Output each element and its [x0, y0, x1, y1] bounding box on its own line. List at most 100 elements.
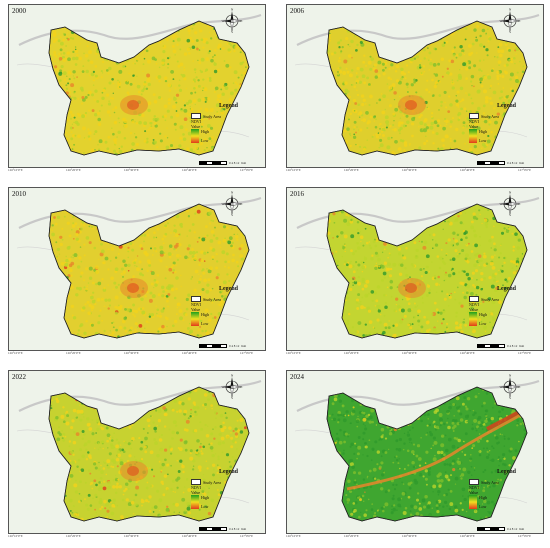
ndvi-pixel	[74, 63, 78, 66]
ndvi-pixel	[467, 470, 471, 475]
ndvi-pixel	[379, 313, 382, 316]
ndvi-pixel	[115, 457, 120, 462]
ndvi-pixel	[459, 328, 462, 331]
ndvi-pixel	[346, 127, 350, 131]
ndvi-pixel	[84, 442, 88, 446]
ndvi-pixel	[98, 139, 103, 144]
ndvi-pixel	[229, 91, 234, 96]
longitude-tick: 126°30'0"E	[402, 351, 417, 355]
ndvi-pixel	[216, 68, 220, 72]
ndvi-pixel	[387, 136, 391, 141]
ndvi-pixel	[153, 426, 157, 431]
ndvi-pixel	[247, 446, 249, 448]
ndvi-pixel	[331, 318, 334, 321]
ndvi-pixel	[523, 225, 526, 229]
ndvi-pixel	[204, 504, 208, 509]
ndvi-pixel	[135, 228, 138, 231]
ndvi-pixel	[501, 264, 504, 267]
ndvi-pixel	[135, 222, 139, 226]
ndvi-pixel	[352, 135, 357, 139]
ndvi-pixel	[202, 445, 206, 449]
ndvi-pixel	[424, 152, 427, 155]
ndvi-pixel	[178, 339, 181, 342]
ndvi-pixel	[417, 335, 421, 338]
ndvi-pixel	[397, 44, 401, 48]
ndvi-pixel	[213, 54, 216, 57]
north-arrow-icon: N S E W	[222, 8, 243, 34]
ndvi-pixel	[211, 255, 215, 259]
ndvi-pixel	[439, 478, 444, 483]
ndvi-pixel	[108, 66, 112, 71]
ndvi-pixel	[162, 50, 166, 54]
ndvi-pixel	[362, 98, 366, 102]
ndvi-pixel	[55, 94, 58, 96]
ndvi-pixel	[162, 45, 165, 47]
ndvi-pixel	[93, 479, 97, 483]
ndvi-pixel	[222, 421, 225, 425]
ndvi-pixel	[208, 318, 212, 322]
ndvi-pixel	[403, 230, 407, 234]
ndvi-pixel	[175, 93, 180, 97]
ndvi-pixel	[388, 21, 392, 23]
ndvi-pixel	[413, 23, 417, 26]
ndvi-pixel	[247, 259, 249, 263]
ndvi-pixel	[343, 24, 346, 27]
ndvi-pixel	[487, 142, 489, 145]
ndvi-pixel	[240, 408, 242, 410]
ndvi-pixel	[165, 507, 170, 512]
ndvi-pixel	[363, 442, 366, 445]
ndvi-pixel	[378, 53, 380, 55]
ndvi-pixel	[126, 308, 131, 312]
ndvi-pixel	[350, 218, 353, 222]
ndvi-pixel	[99, 446, 102, 449]
ndvi-pixel	[153, 475, 155, 478]
ndvi-pixel	[491, 300, 496, 305]
ndvi-pixel	[446, 67, 449, 70]
ndvi-pixel	[58, 57, 63, 61]
ndvi-pixel	[366, 306, 371, 311]
ndvi-pixel	[104, 387, 108, 390]
longitude-tick: 126°30'0"E	[124, 351, 139, 355]
ndvi-pixel	[81, 454, 86, 459]
ndvi-pixel	[422, 505, 427, 509]
ndvi-pixel	[194, 119, 197, 122]
ndvi-pixel	[59, 71, 63, 75]
ndvi-pixel	[464, 283, 468, 287]
ndvi-pixel	[65, 132, 68, 134]
ndvi-pixel	[430, 405, 433, 408]
ndvi-pixel	[484, 218, 488, 223]
north-arrow-icon: N S E W	[500, 8, 521, 34]
ndvi-pixel	[57, 21, 60, 22]
ndvi-pixel	[445, 40, 449, 44]
ndvi-pixel	[63, 470, 67, 474]
ndvi-pixel	[428, 68, 431, 71]
ndvi-pixel	[415, 454, 419, 458]
ndvi-pixel	[161, 18, 164, 21]
ndvi-pixel	[463, 295, 467, 300]
ndvi-pixel	[366, 76, 370, 80]
ndvi-pixel	[348, 262, 352, 265]
ndvi-pixel	[389, 25, 393, 29]
ndvi-pixel	[359, 128, 363, 132]
ndvi-pixel	[342, 21, 345, 24]
ndvi-pixel	[117, 253, 120, 255]
ndvi-pixel	[66, 151, 69, 155]
ndvi-pixel	[123, 244, 126, 247]
ndvi-pixel	[140, 392, 143, 395]
ndvi-pixel	[480, 271, 484, 276]
ndvi-pixel	[107, 228, 110, 232]
ndvi-pixel	[327, 327, 330, 331]
ndvi-pixel	[54, 319, 58, 323]
ndvi-pixel	[171, 253, 174, 256]
ndvi-pixel	[368, 37, 371, 40]
ndvi-pixel	[371, 217, 374, 221]
ndvi-pixel	[353, 26, 356, 29]
ndvi-pixel	[447, 305, 450, 307]
ndvi-pixel	[147, 128, 150, 131]
ndvi-pixel	[92, 70, 96, 74]
ndvi-pixel	[143, 233, 147, 237]
ndvi-pixel	[114, 267, 119, 272]
ndvi-pixel	[107, 466, 110, 469]
ndvi-pixel	[106, 465, 108, 468]
ndvi-pixel	[136, 58, 139, 61]
